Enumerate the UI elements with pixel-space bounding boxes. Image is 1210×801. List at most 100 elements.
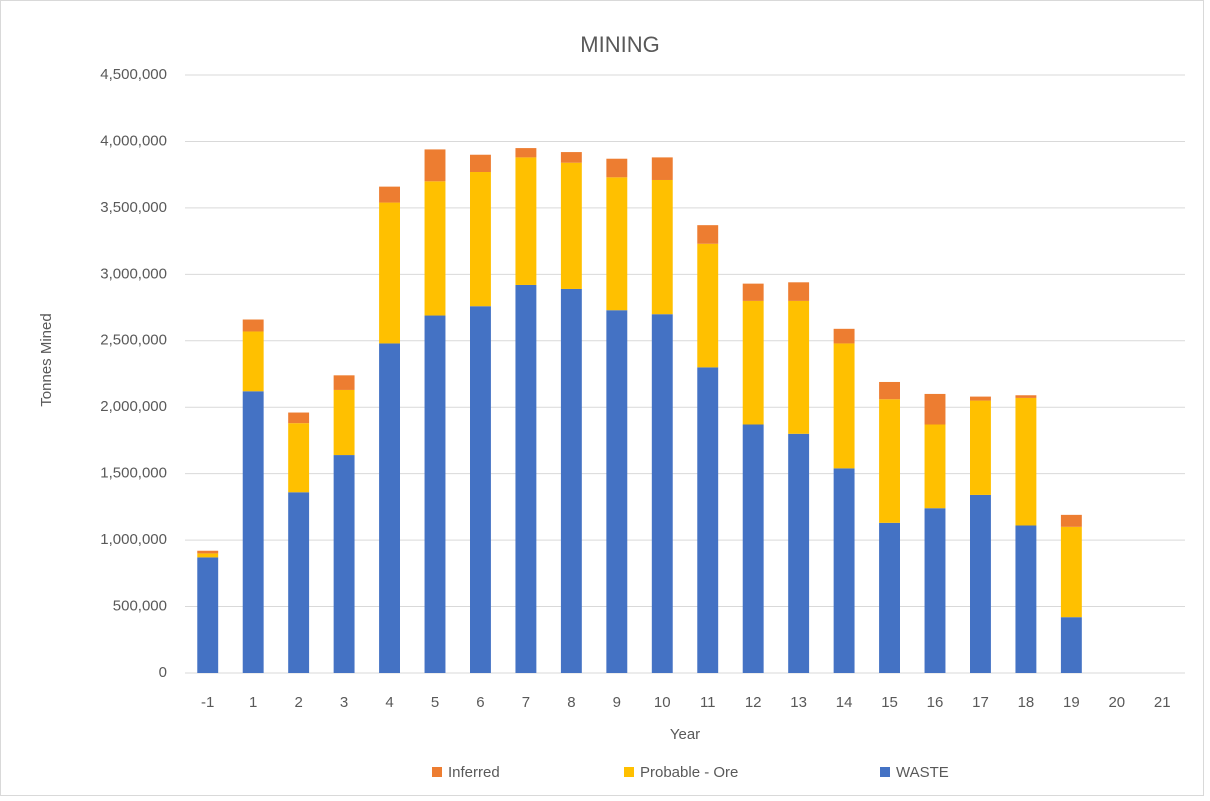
- x-tick-label: 8: [567, 694, 575, 711]
- bar-segment: [197, 553, 219, 558]
- x-tick-label: 7: [522, 694, 530, 711]
- bar-segment: [651, 179, 673, 315]
- bar-segment: [333, 455, 355, 673]
- bar-segment: [1015, 525, 1037, 673]
- x-tick-label: 9: [613, 694, 621, 711]
- bar-segment: [788, 300, 810, 434]
- bar-segment: [697, 367, 719, 673]
- bar-segment: [379, 202, 400, 344]
- y-tick-label: 500,000: [113, 598, 167, 615]
- bar-segment: [1015, 397, 1037, 526]
- bar-segment: [606, 310, 628, 673]
- x-tick-label: 18: [1018, 694, 1035, 711]
- bar-segment: [697, 243, 719, 368]
- x-tick-label: 6: [476, 694, 484, 711]
- bar-segment: [879, 399, 900, 523]
- bar-segment: [242, 319, 264, 332]
- y-tick-label: 1,000,000: [100, 531, 167, 548]
- bar-segment: [970, 494, 991, 673]
- bar-segment: [833, 328, 855, 344]
- bar-segment: [515, 284, 537, 673]
- x-tick-label: 15: [881, 694, 898, 711]
- y-tick-label: 2,500,000: [100, 332, 167, 349]
- x-tick-label: 14: [836, 694, 853, 711]
- x-tick-label: 20: [1108, 694, 1125, 711]
- bar-segment: [1060, 526, 1082, 618]
- x-tick-label: 12: [745, 694, 762, 711]
- legend-swatch: [432, 767, 442, 777]
- bar-segment: [242, 391, 264, 673]
- y-tick-label: 2,000,000: [100, 398, 167, 415]
- x-tick-label: 19: [1063, 694, 1080, 711]
- x-tick-label: 10: [654, 694, 671, 711]
- bar-segment: [424, 181, 446, 316]
- bar-segment: [651, 314, 673, 673]
- bar-segment: [742, 424, 764, 673]
- bar-segment: [788, 282, 810, 301]
- bar-segment: [651, 157, 673, 180]
- chart-title: MINING: [580, 32, 659, 57]
- legend-swatch: [880, 767, 890, 777]
- bar-segment: [1060, 514, 1082, 527]
- x-tick-label: 21: [1154, 694, 1171, 711]
- legend-swatch: [624, 767, 634, 777]
- y-axis-label: Tonnes Mined: [38, 313, 55, 406]
- bar-segment: [560, 288, 582, 673]
- x-tick-label: 11: [700, 694, 716, 711]
- bar-segment: [288, 412, 310, 424]
- bar-segment: [379, 343, 400, 673]
- bar-segment: [470, 172, 491, 307]
- bar-segment: [606, 177, 628, 311]
- y-tick-label: 4,000,000: [100, 132, 167, 149]
- x-tick-label: 13: [790, 694, 807, 711]
- bar-segment: [879, 381, 900, 400]
- x-tick-label: 16: [927, 694, 944, 711]
- bar-segment: [970, 396, 991, 401]
- bar-segment: [1060, 617, 1082, 673]
- bar-segment: [742, 283, 764, 301]
- bar-segment: [560, 162, 582, 289]
- bar-segment: [697, 225, 719, 244]
- x-tick-label: 4: [385, 694, 393, 711]
- y-tick-label: 3,500,000: [100, 199, 167, 216]
- bar-segment: [742, 300, 764, 425]
- x-tick-label: 2: [294, 694, 302, 711]
- bar-segment: [515, 157, 537, 285]
- bar-segment: [970, 400, 991, 495]
- bar-segment: [424, 149, 446, 182]
- x-tick-label: 3: [340, 694, 348, 711]
- bar-segment: [333, 389, 355, 456]
- bar-segment: [288, 423, 310, 493]
- y-tick-label: 4,500,000: [100, 66, 167, 83]
- bar-segment: [924, 424, 946, 509]
- bar-segment: [333, 375, 355, 390]
- y-tick-label: 1,500,000: [100, 465, 167, 482]
- bar-segment: [560, 152, 582, 163]
- bar-segment: [470, 154, 491, 173]
- bar-segment: [833, 468, 855, 673]
- legend-label: WASTE: [896, 764, 949, 781]
- bar-segment: [242, 331, 264, 392]
- y-tick-label: 0: [159, 664, 167, 681]
- y-tick-label: 3,000,000: [100, 265, 167, 282]
- bar-segment: [924, 508, 946, 673]
- bar-segment: [788, 433, 810, 673]
- x-tick-label: 1: [249, 694, 257, 711]
- bar-segment: [197, 557, 219, 673]
- bar-segment: [515, 148, 537, 158]
- bar-segment: [288, 492, 310, 673]
- bar-segment: [197, 550, 219, 554]
- bar-segment: [879, 522, 900, 673]
- bar-segment: [470, 306, 491, 673]
- bar-segment: [606, 158, 628, 178]
- bar-segment: [379, 186, 400, 203]
- x-axis-label: Year: [670, 726, 700, 743]
- legend-label: Inferred: [448, 764, 500, 781]
- bar-segment: [833, 343, 855, 469]
- x-tick-label: 17: [972, 694, 989, 711]
- bar-segment: [424, 315, 446, 673]
- bar-segment: [924, 393, 946, 425]
- bar-segment: [1015, 395, 1037, 398]
- x-tick-label: 5: [431, 694, 439, 711]
